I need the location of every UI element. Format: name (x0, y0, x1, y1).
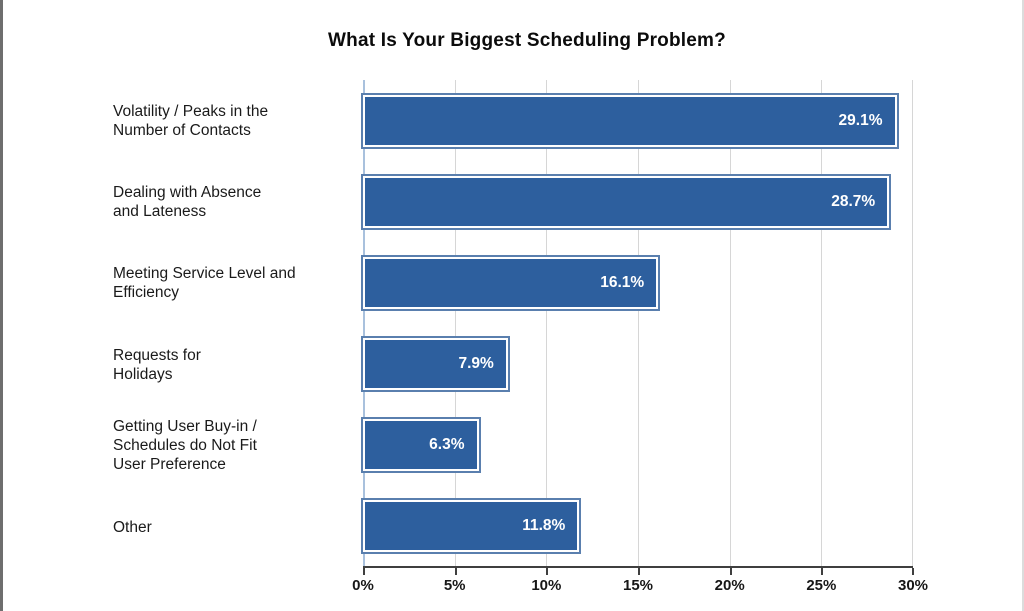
x-tick-label-25pct: 25% (806, 577, 837, 594)
bar-row: 11.8% (363, 485, 913, 566)
axis-tick-20pct (729, 568, 732, 575)
axis-tick-0pct (363, 568, 365, 575)
value-label: 11.8% (522, 516, 566, 534)
bar-other: 11.8% (363, 499, 580, 552)
bar-row: 7.9% (363, 323, 913, 404)
gridline-15pct (638, 80, 639, 566)
value-label: 6.3% (429, 435, 465, 453)
bar-holidays: 7.9% (363, 337, 508, 390)
bar-row: 6.3% (363, 404, 913, 485)
category-cell: Volatility / Peaks in the Number of Cont… (113, 80, 353, 161)
category-label-service-level: Meeting Service Level and Efficiency (113, 265, 296, 302)
bar-row: 28.7% (363, 161, 913, 242)
x-tick-label-10pct: 10% (531, 577, 562, 594)
gridline-20pct (729, 80, 731, 566)
category-cell: Requests for Holidays (113, 324, 353, 405)
category-cell: Getting User Buy-in / Schedules do Not F… (113, 405, 353, 486)
window-right-border (1022, 0, 1024, 611)
gridline-5pct (454, 80, 456, 566)
axis-tick-5pct (454, 568, 457, 575)
bars-container: 29.1% 28.7% 16.1% 7.9% 6.3% 11.8% (363, 80, 913, 566)
axis-tick-25pct (821, 568, 824, 575)
x-axis-tick-labels: 0% 5% 10% 15% 20% 25% 30% (352, 577, 928, 599)
axis-tick-30pct (912, 568, 914, 575)
bar-volatility: 29.1% (363, 94, 897, 147)
category-label-absence: Dealing with Absence and Lateness (113, 183, 262, 220)
x-tick-label-15pct: 15% (622, 577, 654, 594)
x-tick-label-20pct: 20% (714, 577, 745, 594)
gridline-0pct (363, 80, 365, 566)
bar-buy-in: 6.3% (363, 418, 479, 471)
axis-tick-15pct (638, 568, 640, 575)
x-tick-label-30pct: 30% (897, 577, 929, 594)
gridline-25pct (821, 80, 823, 566)
category-cell: Dealing with Absence and Lateness (113, 161, 353, 242)
category-cell: Meeting Service Level and Efficiency (113, 243, 353, 324)
bar-absence: 28.7% (363, 175, 890, 228)
gridline-10pct (546, 80, 548, 566)
window-left-border (0, 0, 3, 611)
value-label: 7.9% (458, 354, 494, 372)
x-tick-label-0pct: 0% (352, 577, 374, 594)
x-tick-label-5pct: 5% (443, 577, 466, 594)
category-label-other: Other (113, 518, 152, 536)
category-label-holidays: Requests for Holidays (113, 346, 201, 383)
value-label: 28.7% (831, 192, 876, 210)
category-labels-column: Volatility / Peaks in the Number of Cont… (113, 80, 353, 568)
category-cell: Other (113, 487, 353, 568)
category-label-volatility: Volatility / Peaks in the Number of Cont… (113, 102, 269, 139)
chart-title: What Is Your Biggest Scheduling Problem? (328, 30, 726, 51)
value-label: 29.1% (838, 111, 883, 129)
bar-row: 29.1% (363, 80, 913, 161)
bar-row: 16.1% (363, 242, 913, 323)
category-label-buy-in: Getting User Buy-in / Schedules do Not F… (113, 418, 257, 474)
gridline-30pct (912, 80, 913, 566)
axis-tick-10pct (546, 568, 549, 575)
plot-area: 29.1% 28.7% 16.1% 7.9% 6.3% 11.8% (363, 80, 914, 575)
bar-service-level: 16.1% (363, 256, 659, 309)
value-label: 16.1% (600, 273, 645, 291)
